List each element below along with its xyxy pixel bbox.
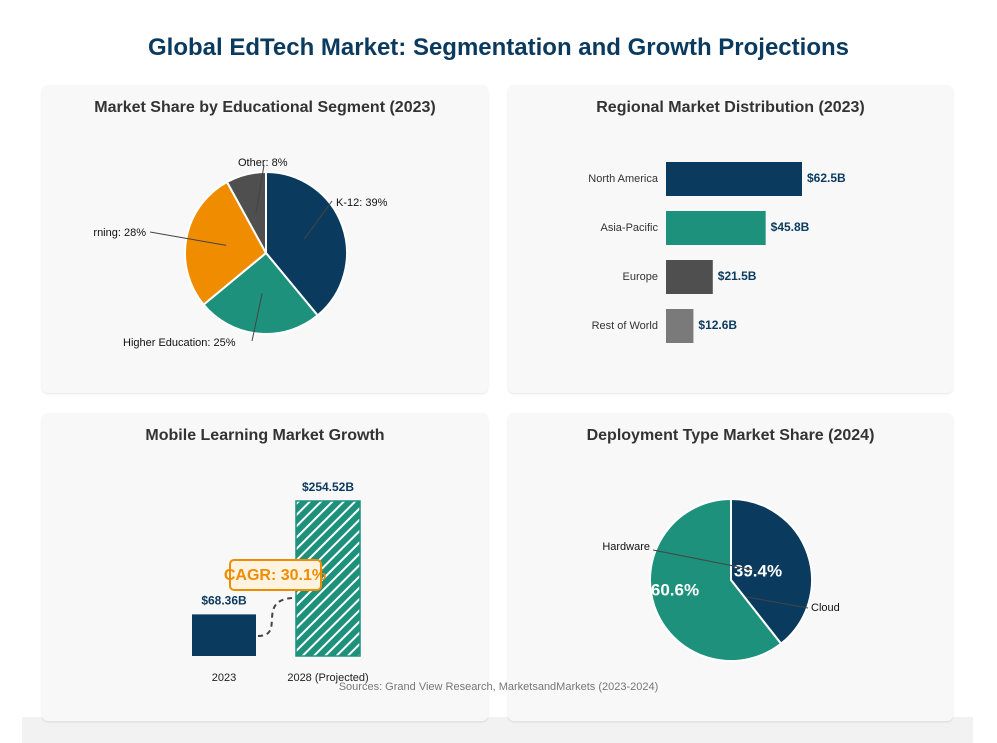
cagr-annotation-text: CAGR: 30.1% bbox=[224, 567, 326, 584]
deployment-pie-chart: Cloud 39.4% Hardware 60.6% bbox=[602, 497, 840, 662]
bar-north-america bbox=[666, 162, 802, 196]
value-label-2028-projected: $254.52B bbox=[302, 480, 354, 494]
bar-europe bbox=[666, 260, 713, 294]
value-label-asia-pacific: $45.8B bbox=[771, 220, 810, 234]
category-label-rest-of-world: Rest of World bbox=[592, 320, 658, 332]
slice-label-cloud: Cloud bbox=[811, 602, 840, 614]
pie-slice-cloud bbox=[730, 497, 813, 646]
leader-line-k-12 bbox=[303, 200, 333, 240]
segment-share-title: Market Share by Educational Segment (202… bbox=[94, 99, 436, 116]
sources-note: Sources: Grand View Research, Marketsand… bbox=[338, 681, 659, 693]
value-label-2023: $68.36B bbox=[201, 593, 247, 607]
pie-slice-higher-education bbox=[202, 251, 320, 335]
slice-label-corporate-learning: rning: 28% bbox=[93, 227, 146, 239]
bar-2023 bbox=[192, 614, 256, 656]
slice-label-k-12: K-12: 39% bbox=[336, 197, 388, 209]
deployment-share-title: Deployment Type Market Share (2024) bbox=[586, 427, 875, 444]
slice-label-other: Other: 8% bbox=[238, 157, 288, 169]
category-label-asia-pacific: Asia-Pacific bbox=[601, 222, 659, 234]
regional-distribution-title: Regional Market Distribution (2023) bbox=[596, 99, 865, 116]
cagr-annotation-box bbox=[229, 559, 322, 591]
category-label-europe: Europe bbox=[623, 271, 658, 283]
slice-label-higher-education: Higher Education: 25% bbox=[123, 337, 236, 349]
segment-share-panel: Market Share by Educational Segment (202… bbox=[42, 85, 488, 393]
regional-bar-chart: North America $62.5B Asia-Pacific $45.8B Eur… bbox=[588, 162, 846, 343]
pie-slice-corporate-learning bbox=[184, 180, 268, 307]
category-label-2023: 2023 bbox=[212, 672, 236, 684]
leader-line-corporate-learning bbox=[149, 231, 227, 246]
slice-percent-hardware: 60.6% bbox=[651, 580, 699, 599]
category-label-2028-projected: 2028 (Projected) bbox=[287, 672, 368, 684]
bottom-strip bbox=[22, 717, 973, 743]
value-label-rest-of-world: $12.6B bbox=[698, 318, 737, 332]
category-label-north-america: North America bbox=[588, 173, 659, 185]
mobile-growth-bar-chart: $68.36B 2023 $254.52B 2028 (Projected) CAGR:… bbox=[192, 480, 369, 684]
segment-pie-chart: K-12: 39% Higher Education: 25% rning: 28%… bbox=[93, 157, 388, 349]
value-label-europe: $21.5B bbox=[718, 269, 757, 283]
growth-connector bbox=[257, 597, 293, 637]
leader-line-other bbox=[255, 164, 265, 214]
value-label-north-america: $62.5B bbox=[807, 171, 846, 185]
bar-rest-of-world bbox=[666, 309, 694, 343]
bar-asia-pacific bbox=[666, 211, 766, 245]
mobile-growth-title: Mobile Learning Market Growth bbox=[145, 427, 385, 444]
pie-slice-hardware bbox=[649, 497, 783, 662]
regional-distribution-panel: Regional Market Distribution (2023) Nort… bbox=[508, 85, 953, 393]
page-title: Global EdTech Market: Segmentation and G… bbox=[148, 34, 849, 61]
mobile-growth-panel: Mobile Learning Market Growth $68.36B 202… bbox=[42, 413, 488, 721]
pie-slice-other bbox=[225, 170, 267, 254]
leader-line-hardware bbox=[652, 549, 758, 572]
slice-label-hardware: Hardware bbox=[602, 541, 650, 553]
leader-line-higher-education bbox=[251, 293, 263, 342]
slice-percent-cloud: 39.4% bbox=[734, 561, 782, 580]
deployment-share-panel: Deployment Type Market Share (2024) Clou… bbox=[508, 413, 953, 721]
